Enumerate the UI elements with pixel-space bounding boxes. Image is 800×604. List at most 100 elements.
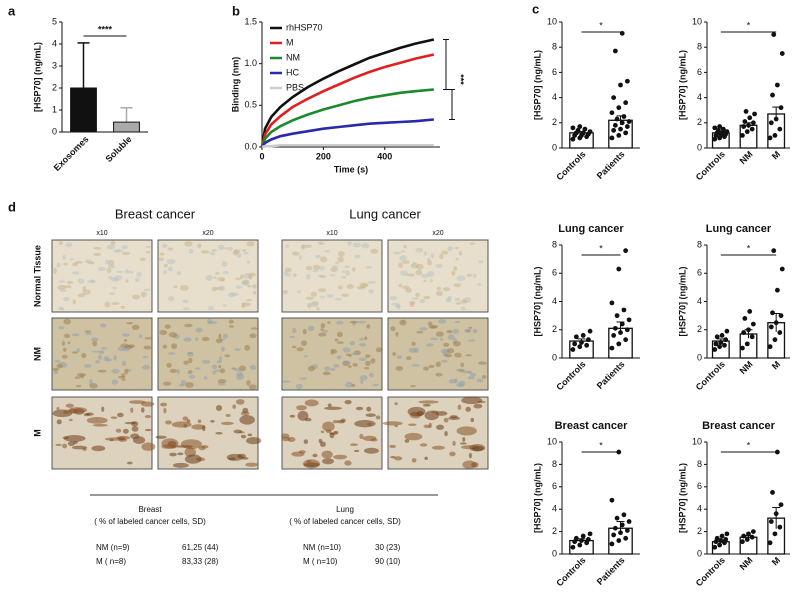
tissue-texture (168, 352, 176, 355)
y-tick-label: 5 (52, 16, 57, 26)
data-point (768, 324, 774, 330)
tissue-texture (122, 428, 129, 434)
data-point (609, 541, 615, 547)
y-tick-label: 0.5 (244, 100, 257, 110)
data-point (741, 533, 747, 539)
tissue-texture (370, 358, 376, 364)
tissue-texture (462, 437, 466, 442)
tissue-texture (418, 400, 439, 404)
tissue-texture (226, 453, 244, 461)
tissue-texture (128, 400, 146, 404)
tissue-texture (335, 320, 344, 325)
tissue-texture (210, 420, 215, 423)
tissue-texture (372, 383, 379, 387)
tissue-texture (394, 424, 398, 428)
tissue-texture (221, 346, 225, 352)
y-tick-label: 0 (552, 352, 557, 362)
tissue-texture (56, 407, 60, 411)
data-point (570, 125, 576, 131)
tissue-texture (478, 260, 484, 264)
tissue-texture (411, 364, 420, 367)
tissue-texture (454, 320, 461, 323)
tissue-texture (302, 343, 306, 347)
tissue-texture (63, 347, 67, 352)
tissue-texture (460, 299, 468, 304)
tissue-texture (201, 250, 210, 254)
histology-image (155, 396, 262, 470)
data-point (768, 519, 774, 524)
tissue-texture (477, 283, 482, 286)
tissue-texture (336, 355, 342, 360)
tissue-texture (144, 428, 152, 432)
data-point (774, 287, 780, 293)
data-point (720, 126, 726, 132)
tissue-texture (327, 403, 332, 408)
data-point (619, 30, 625, 36)
tissue-texture (477, 361, 487, 365)
tissue-texture (222, 333, 228, 339)
tissue-texture (228, 325, 234, 328)
significance: * (599, 440, 603, 450)
tissue-texture (305, 265, 313, 271)
data-point (619, 120, 625, 126)
tissue-texture (141, 442, 156, 451)
tissue-texture (67, 441, 75, 446)
histology-image (51, 317, 153, 391)
tissue-texture (319, 295, 326, 299)
tissue-texture (184, 240, 193, 247)
tissue-texture (141, 365, 151, 370)
tissue-texture (112, 286, 117, 290)
tissue-texture (162, 243, 168, 249)
x-tick-label: Patients (595, 359, 627, 391)
tissue-texture (131, 426, 139, 432)
y-axis-label: [HSP70] (ng/mL) (532, 266, 542, 336)
tissue-texture (235, 399, 245, 405)
x-tick-label: M (770, 149, 782, 161)
tissue-texture (327, 321, 331, 324)
tissue-texture (408, 347, 417, 353)
tissue-texture (476, 378, 484, 383)
tissue-texture (218, 356, 223, 362)
tissue-texture (415, 269, 423, 276)
data-point (577, 344, 583, 350)
tissue-texture (333, 364, 340, 368)
tissue-texture (111, 302, 120, 306)
y-tick-label: 0 (697, 548, 702, 558)
tissue-texture (176, 271, 182, 276)
y-tick-label: 0 (697, 142, 702, 152)
significance: * (747, 20, 751, 30)
tissue-texture (122, 347, 130, 352)
table-cell: 83,33 (28) (182, 557, 219, 566)
tissue-texture (315, 254, 321, 259)
data-point (771, 32, 777, 37)
tissue-texture (298, 255, 303, 260)
y-tick-label: 1.5 (244, 16, 257, 26)
data-point (585, 337, 591, 343)
tissue-texture (395, 331, 399, 337)
y-tick-label: 1 (52, 104, 57, 114)
tissue-texture (62, 254, 66, 260)
data-point (609, 345, 615, 351)
tissue-texture (465, 406, 471, 412)
tissue-texture (469, 372, 477, 377)
tissue-texture (440, 337, 444, 341)
y-tick-label: 4 (552, 296, 557, 306)
data-point (626, 519, 632, 524)
tissue-texture (409, 385, 417, 388)
tissue-texture (222, 304, 228, 307)
tissue-texture (54, 359, 61, 363)
data-point (723, 337, 729, 343)
tissue-texture (349, 443, 359, 446)
tissue-texture (183, 423, 188, 428)
tissue-texture (58, 280, 66, 283)
data-point (624, 528, 630, 533)
y-tick-label: 4 (697, 504, 702, 514)
tissue-texture (366, 406, 372, 412)
tissue-texture (304, 244, 313, 248)
tissue-texture (281, 380, 291, 383)
tissue-texture (111, 368, 120, 374)
tissue-texture (368, 289, 374, 294)
tissue-texture (322, 371, 331, 376)
tissue-texture (398, 262, 403, 268)
tissue-texture (66, 280, 74, 285)
